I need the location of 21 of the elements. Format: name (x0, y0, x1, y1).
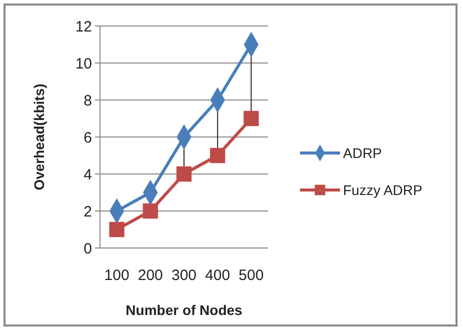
x-tick-label: 300 (171, 267, 197, 284)
x-tick-label: 100 (104, 267, 130, 284)
point (244, 110, 259, 126)
point (176, 166, 192, 182)
x-tick-label: 200 (138, 267, 163, 284)
y-tick-label: 4 (84, 166, 92, 184)
x-axis-title: Number of Nodes (126, 302, 243, 318)
y-tick-label: 6 (84, 129, 92, 146)
legend-label: ADRP (343, 144, 382, 161)
y-axis-title: Overhead(kbits) (31, 84, 47, 190)
legend-label: Fuzzy ADRP (343, 182, 422, 198)
y-tick-label: 12 (75, 18, 92, 36)
point (210, 148, 226, 164)
point (109, 222, 124, 238)
x-tick-label: 400 (205, 267, 230, 284)
y-tick-label: 2 (84, 203, 92, 220)
y-tick-label: 0 (84, 240, 92, 258)
y-tick-label: 8 (84, 92, 92, 110)
point (142, 203, 158, 219)
x-tick-label: 500 (238, 267, 264, 284)
y-tick-label: 10 (75, 55, 92, 72)
